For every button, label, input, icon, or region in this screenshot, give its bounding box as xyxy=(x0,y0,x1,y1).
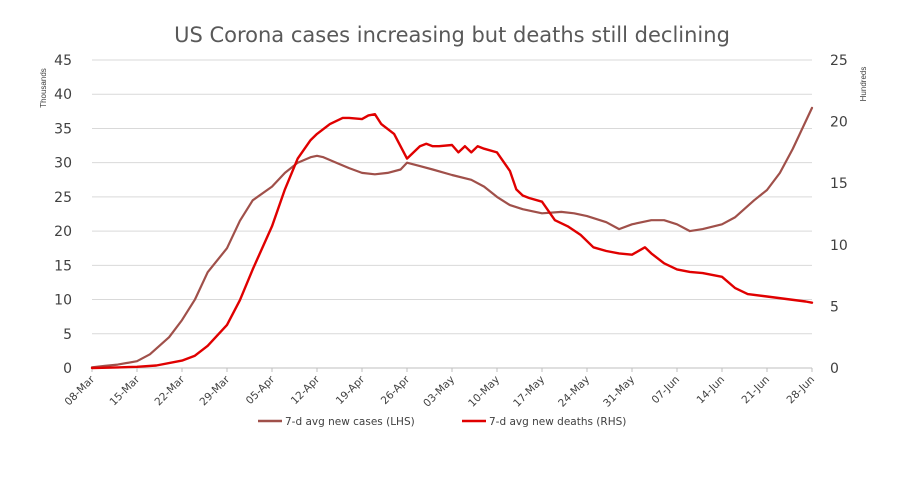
x-tick-label: 08-Mar xyxy=(62,373,97,408)
left-y-tick-label: 10 xyxy=(54,293,72,309)
x-tick-label: 17-May xyxy=(511,374,547,410)
right-y-tick-label: 15 xyxy=(830,176,848,192)
left-y-tick-label: 45 xyxy=(54,53,72,69)
left-axis-unit: Thousands xyxy=(39,68,48,108)
right-y-tick-label: 0 xyxy=(830,361,839,377)
x-tick-label: 31-May xyxy=(601,374,637,410)
legend-label: 7-d avg new deaths (RHS) xyxy=(489,416,626,428)
x-tick-label: 12-Apr xyxy=(289,373,323,407)
x-tick-label: 05-Apr xyxy=(244,373,278,407)
right-y-tick-label: 5 xyxy=(830,299,839,315)
left-y-tick-label: 35 xyxy=(54,121,72,137)
gridlines xyxy=(92,59,812,369)
left-y-tick-label: 5 xyxy=(63,327,72,343)
series-lines xyxy=(90,106,814,370)
left-y-tick-label: 0 xyxy=(63,361,72,377)
legend-label: 7-d avg new cases (LHS) xyxy=(285,416,415,428)
x-tick-label: 29-Mar xyxy=(197,373,232,408)
cases-series-line xyxy=(90,106,814,369)
right-y-tick-label: 20 xyxy=(830,115,848,131)
x-tick-label: 14-Jun xyxy=(694,374,727,407)
left-y-tick-label: 40 xyxy=(54,87,72,103)
left-y-tick-label: 15 xyxy=(54,258,72,274)
left-y-tick-label: 25 xyxy=(54,190,72,206)
right-y-tick-label: 25 xyxy=(830,53,848,69)
x-tick-label: 24-May xyxy=(556,374,592,410)
x-tick-label: 19-Apr xyxy=(334,373,368,407)
x-tick-label: 28-Jun xyxy=(784,374,817,407)
right-axis-unit: Hundreds xyxy=(859,67,868,102)
x-tick-label: 03-May xyxy=(421,374,457,410)
right-y-tick-label: 10 xyxy=(830,238,848,254)
x-tick-label: 22-Mar xyxy=(152,373,187,408)
x-tick-label: 07-Jun xyxy=(649,374,682,407)
right-axis-ticks: 0 5 10 15 20 25 xyxy=(830,53,848,377)
x-axis-ticks: 08-Mar 15-Mar 22-Mar 29-Mar 05-Apr 12-Apr 19-A… xyxy=(62,368,817,410)
x-tick-label: 15-Mar xyxy=(107,373,142,408)
left-axis-ticks: 0 5 10 15 20 25 30 35 40 45 xyxy=(54,53,72,377)
legend: 7-d avg new cases (LHS) 7-d avg new death… xyxy=(258,416,626,428)
x-tick-label: 10-May xyxy=(466,374,502,410)
left-y-tick-label: 30 xyxy=(54,156,72,172)
chart-title: US Corona cases increasing but deaths st… xyxy=(174,23,730,47)
x-tick-label: 21-Jun xyxy=(739,374,772,407)
deaths-series-line xyxy=(90,112,814,370)
x-tick-label: 26-Apr xyxy=(379,373,413,407)
left-y-tick-label: 20 xyxy=(54,224,72,240)
